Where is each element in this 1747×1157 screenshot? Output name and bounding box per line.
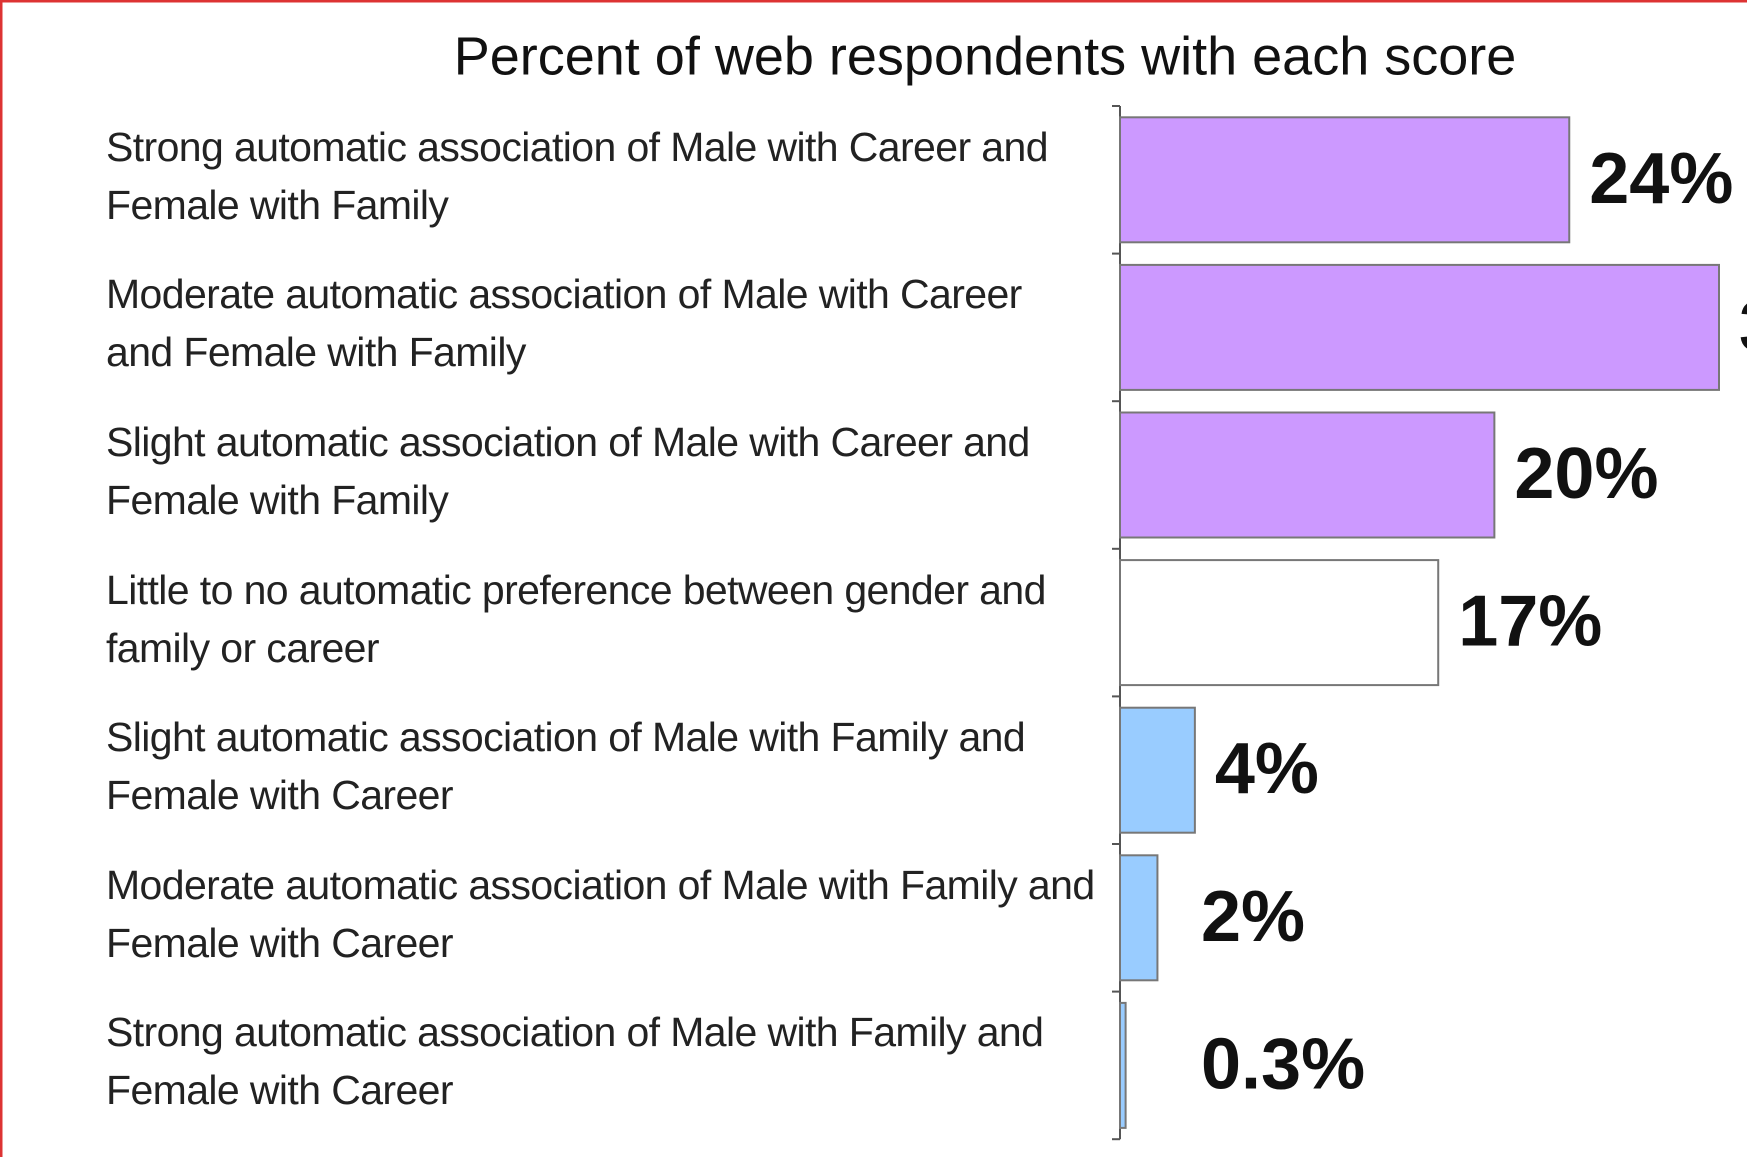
value-label: 2%	[1201, 877, 1305, 957]
category-label: Strong automatic association of Male wit…	[106, 1009, 1044, 1114]
category-label-box: Strong automatic association of Male wit…	[106, 1009, 1044, 1114]
category-label-box: Strong automatic association of Male wit…	[106, 123, 1049, 228]
category-label: Slight automatic association of Male wit…	[106, 714, 1026, 819]
bar	[1119, 116, 1571, 244]
chart-title: Percent of web respondents with each sco…	[454, 26, 1517, 86]
value-label: 4%	[1215, 729, 1319, 809]
value-label: 32%	[1739, 286, 1747, 366]
value-label: 20%	[1514, 434, 1658, 514]
bar	[1119, 263, 1720, 391]
value-label: 17%	[1458, 582, 1602, 662]
category-label-box: Slight automatic association of Male wit…	[106, 419, 1030, 523]
bar	[1119, 706, 1196, 834]
bar	[1119, 1001, 1127, 1129]
category-label-box: Moderate automatic association of Male w…	[106, 271, 1022, 376]
bar	[1119, 559, 1440, 687]
category-label: Moderate automatic association of Male w…	[106, 271, 1022, 376]
bar	[1119, 854, 1159, 982]
category-label: Little to no automatic preference betwee…	[106, 566, 1046, 671]
category-label-box: Moderate automatic association of Male w…	[106, 861, 1095, 966]
bar	[1119, 411, 1496, 539]
category-label-box: Slight automatic association of Male wit…	[106, 714, 1026, 819]
value-label: 0.3%	[1201, 1024, 1365, 1104]
category-label: Slight automatic association of Male wit…	[106, 419, 1030, 523]
value-label: 24%	[1589, 139, 1733, 219]
category-label: Strong automatic association of Male wit…	[106, 123, 1049, 228]
category-label-box: Little to no automatic preference betwee…	[106, 566, 1046, 671]
category-label: Moderate automatic association of Male w…	[106, 861, 1095, 966]
